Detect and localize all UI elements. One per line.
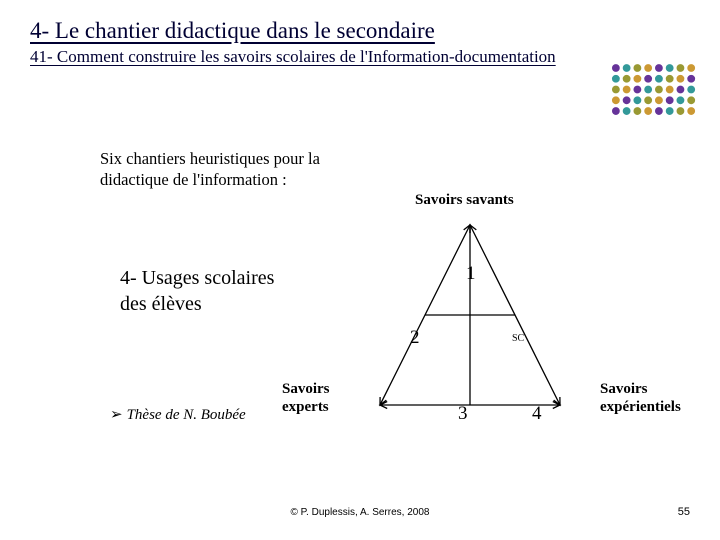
label-sc: SC [512,333,524,344]
triangle-diagram: Savoirs savants 1 2 SC 3 4 Savoirs exper… [320,175,680,455]
number-1: 1 [466,263,476,285]
chevron-icon: ➢ [110,407,123,423]
label-savoirs-experts: Savoirs experts [282,380,352,416]
thesis-reference: ➢Thèse de N. Boubée [110,405,246,424]
page-title: 4- Le chantier didactique dans le second… [0,0,720,44]
label-savoirs-experientiels: Savoirs expérientiels [600,380,700,416]
copyright-footer: © P. Duplessis, A. Serres, 2008 [0,507,720,518]
intro-text: Six chantiers heuristiques pour la didac… [100,148,320,191]
triangle-svg [320,175,620,425]
number-2: 2 [410,327,420,349]
number-3: 3 [458,403,468,425]
number-4: 4 [532,403,542,425]
usage-heading: 4- Usages scolaires des élèves [120,265,280,317]
thesis-text: Thèse de N. Boubée [127,407,246,423]
dot-pattern-decoration [610,58,700,123]
page-number: 55 [678,506,690,518]
